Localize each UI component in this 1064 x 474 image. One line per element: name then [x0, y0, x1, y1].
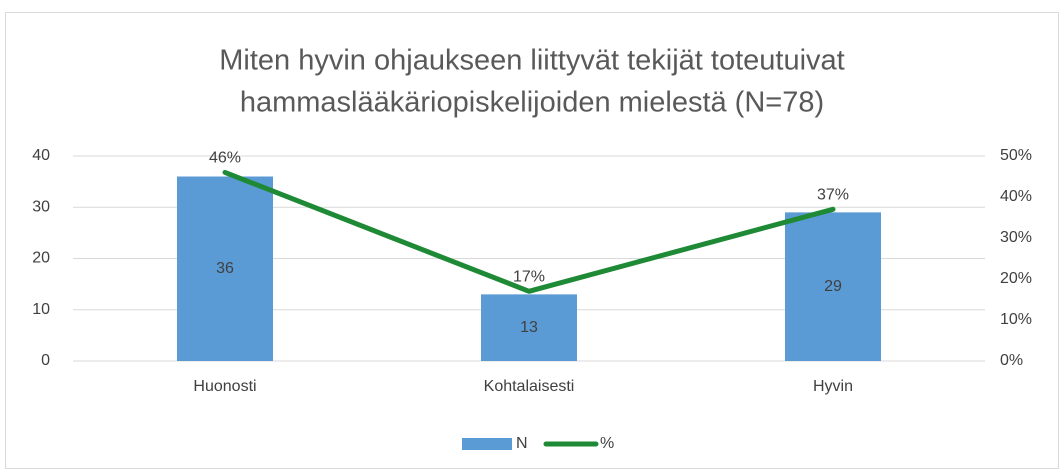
bar-value-label: 29	[824, 278, 842, 295]
chart-title: hammaslääkäriopiskelijoiden mielestä (N=…	[240, 87, 824, 119]
bar	[177, 176, 273, 361]
y2-tick-label: 20%	[1000, 270, 1032, 287]
bar-value-label: 36	[216, 260, 234, 277]
legend-label: N	[516, 435, 528, 452]
y2-tick-label: 50%	[1000, 147, 1032, 164]
x-tick-label: Kohtalaisesti	[484, 378, 575, 395]
y-tick-label: 10	[32, 301, 50, 318]
line	[222, 169, 836, 294]
bar	[785, 212, 881, 361]
y2-tick-label: 40%	[1000, 188, 1032, 205]
x-tick-label: Hyvin	[813, 378, 853, 395]
legend-swatch	[462, 438, 512, 450]
y2-tick-label: 0%	[1000, 352, 1023, 369]
chart-title: Miten hyvin ohjaukseen liittyvät tekijät…	[219, 45, 844, 77]
bar	[481, 294, 577, 361]
y2-tick-label: 10%	[1000, 311, 1032, 328]
line-value-label: 46%	[209, 150, 241, 167]
y-tick-label: 0	[41, 352, 50, 369]
legend-label: %	[600, 435, 614, 452]
y-tick-label: 20	[32, 250, 50, 267]
bar-value-label: 13	[520, 319, 538, 336]
y2-tick-label: 30%	[1000, 229, 1032, 246]
x-tick-label: Huonosti	[193, 378, 256, 395]
y-tick-label: 30	[32, 198, 50, 215]
y-tick-label: 40	[32, 147, 50, 164]
chart-border	[5, 12, 1059, 469]
line-value-label: 37%	[817, 187, 849, 204]
line-value-label: 17%	[513, 269, 545, 286]
